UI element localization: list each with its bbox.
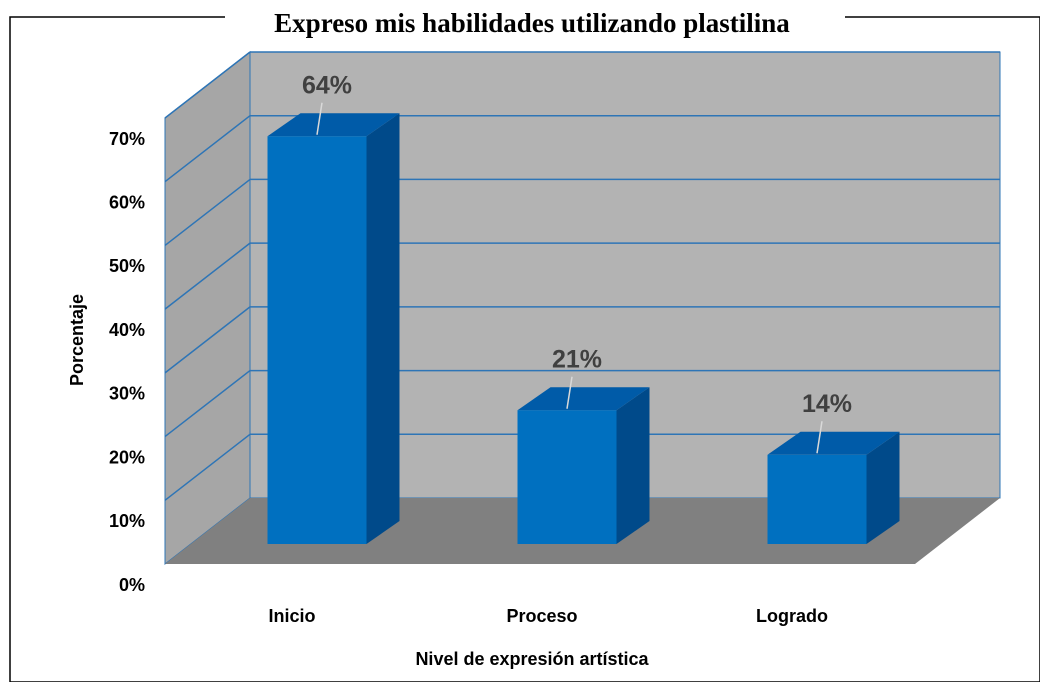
y-tick-label: 30%	[109, 384, 145, 404]
side-grid-line	[164, 242, 251, 310]
bar	[767, 454, 867, 544]
data-label: 14%	[802, 390, 852, 418]
bar-side	[366, 113, 400, 544]
y-tick-label: 60%	[109, 192, 145, 212]
x-axis-label: Nivel de expresión artística	[415, 649, 649, 669]
side-grid-line	[164, 306, 251, 374]
side-grid-line	[164, 51, 251, 119]
y-tick-label: 50%	[109, 256, 145, 276]
leader-line	[566, 376, 573, 409]
chart-title: Expreso mis habilidades utilizando plast…	[274, 8, 790, 38]
bar-top	[267, 113, 400, 137]
data-label: 64%	[302, 71, 352, 99]
x-tick-label: Logrado	[756, 606, 828, 626]
data-label: 21%	[552, 345, 602, 373]
bar	[267, 136, 367, 544]
y-tick-label: 10%	[109, 511, 145, 531]
y-tick-label: 20%	[109, 447, 145, 467]
side-grid-line	[164, 178, 251, 247]
bar-top	[517, 387, 650, 411]
bar-side	[616, 387, 650, 544]
side-grid-line	[164, 115, 251, 183]
y-axis-label: Porcentaje	[67, 294, 87, 386]
side-grid-line	[164, 433, 251, 501]
bar-side	[866, 431, 900, 544]
x-tick-label: Inicio	[268, 606, 315, 626]
y-tick-label: 70%	[109, 129, 145, 149]
x-tick-label: Proceso	[506, 606, 577, 626]
side-wall	[164, 50, 251, 566]
y-tick-label: 0%	[119, 575, 145, 595]
bar-top	[767, 431, 900, 455]
leader-line	[316, 102, 323, 135]
y-tick-label: 40%	[109, 320, 145, 340]
bar	[517, 410, 617, 544]
side-grid-line	[164, 369, 251, 438]
title-bg	[225, 12, 845, 42]
leader-line	[816, 421, 823, 454]
